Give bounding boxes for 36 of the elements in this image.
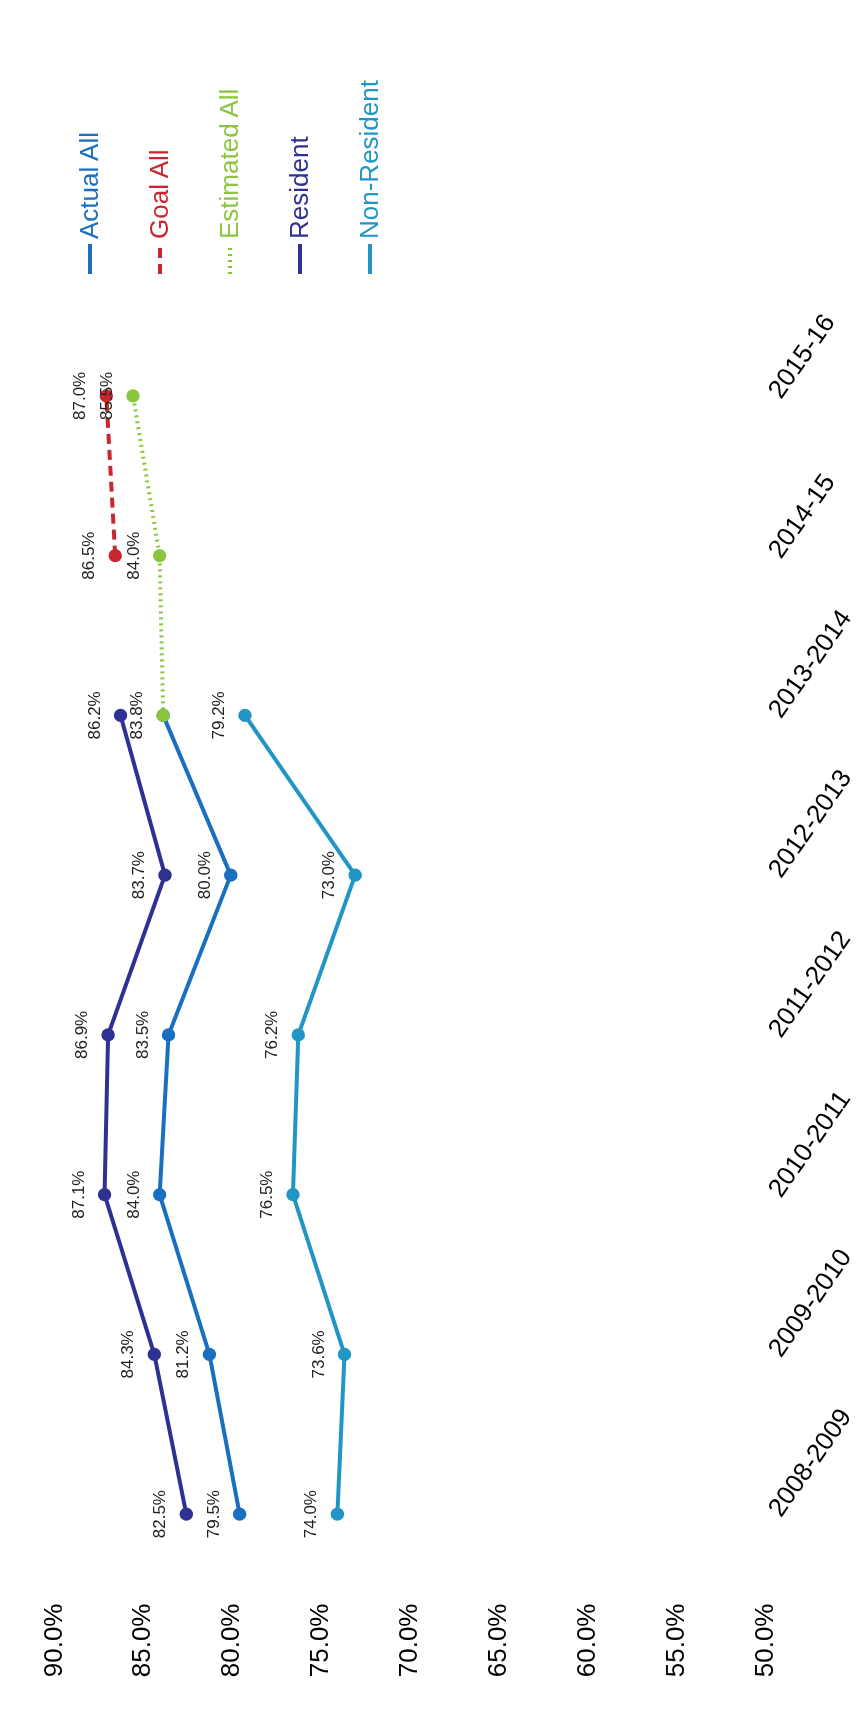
text: Goal All (144, 149, 174, 239)
data-label: 87.1% (68, 1170, 88, 1219)
data-label: 76.5% (256, 1170, 276, 1219)
data-label: 87.0% (70, 371, 90, 420)
x-tick-label: 65.0% (481, 1603, 512, 1678)
data-label: 73.6% (308, 1330, 328, 1379)
data-label: 84.3% (118, 1330, 138, 1379)
x-tick-label: 50.0% (748, 1603, 779, 1678)
data-label: 80.0% (194, 851, 214, 900)
text: Actual All (74, 132, 104, 239)
x-tick-label: 85.0% (126, 1603, 157, 1678)
data-label: 79.2% (208, 691, 228, 740)
x-tick-label: 75.0% (304, 1603, 335, 1678)
data-label: 82.5% (150, 1490, 170, 1539)
x-tick-label: 70.0% (393, 1603, 423, 1678)
data-label: 85.5% (96, 371, 116, 420)
data-label: 83.5% (132, 1010, 152, 1059)
data-label: 74.0% (301, 1490, 321, 1539)
data-label: 73.0% (319, 851, 339, 900)
x-tick-label: 55.0% (659, 1603, 690, 1678)
text: Resident (284, 135, 314, 239)
data-label: 84.0% (123, 531, 143, 580)
data-label: 86.9% (72, 1010, 92, 1059)
text: Non-Resident (354, 79, 384, 239)
data-label: 76.2% (262, 1010, 282, 1059)
x-tick-label: 90.0% (37, 1603, 68, 1678)
data-label: 83.8% (127, 691, 147, 740)
data-label: 86.5% (79, 531, 99, 580)
data-label: 79.5% (203, 1490, 223, 1539)
data-label: 86.2% (84, 691, 104, 740)
x-tick-label: 60.0% (570, 1603, 601, 1678)
x-tick-label: 80.0% (215, 1603, 246, 1678)
data-label: 84.0% (123, 1170, 143, 1219)
data-label: 81.2% (173, 1330, 193, 1379)
data-label: 83.7% (128, 851, 148, 900)
text: Estimated All (214, 88, 244, 239)
